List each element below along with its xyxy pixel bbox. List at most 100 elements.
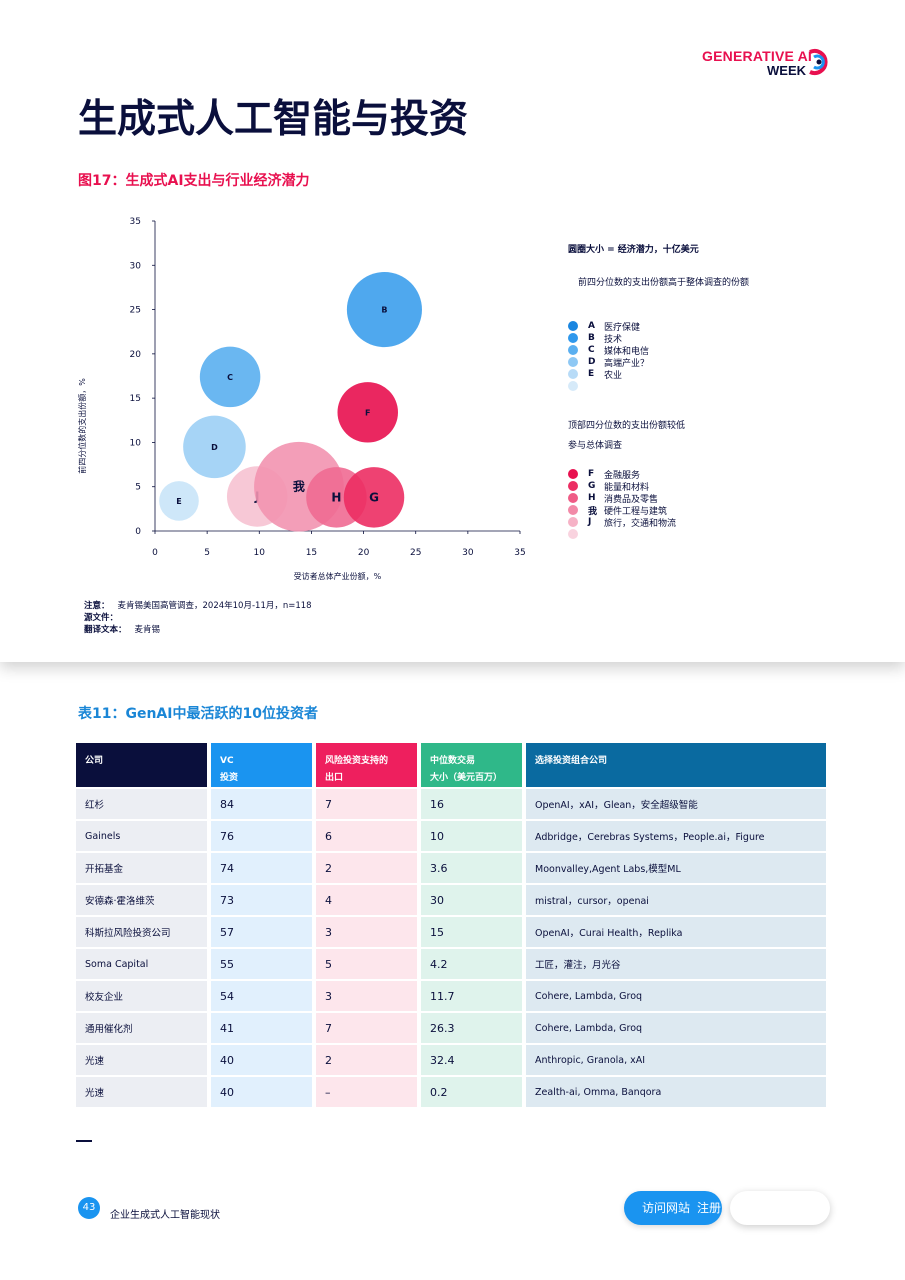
legend-key: 我 (588, 506, 598, 517)
register-button[interactable]: 注册 (697, 1201, 722, 1215)
x-tick-label: 30 (462, 548, 474, 558)
bubble-G (343, 467, 405, 528)
legend-item: G 能量和材料 (568, 480, 808, 493)
legend-label: 能量和材料 (604, 482, 650, 493)
legend-item: E 农业 (568, 368, 808, 381)
legend-item (568, 380, 808, 392)
y-tick-label: 20 (130, 350, 142, 360)
cell-vc-exits: 2 (316, 1045, 417, 1075)
legend-item: B 技术 (568, 332, 808, 345)
x-tick-label: 15 (306, 548, 317, 558)
legend-item: F 金融服务 (568, 468, 808, 481)
legend-item: D 高端产业？ (568, 356, 808, 369)
bubble-chart: 0 5 10 15 20 25 30 35 0 5 10 15 20 25 30 35 受访者总体产业份额，% 前… (77, 217, 526, 581)
table-title: 表11：GenAI中最活跃的10位投资者 (78, 706, 318, 722)
bubble-D (183, 415, 246, 479)
table-row: Soma Capital 55 5 4.2 工匠，灌注，月光谷 (76, 949, 826, 979)
cell-company: 光速 (76, 1077, 207, 1107)
legend-label: 旅行，交通和物流 (604, 518, 677, 529)
cell-company: 开拓基金 (76, 853, 207, 883)
figure-title: 图17：生成式AI支出与行业经济潜力 (78, 173, 310, 189)
cell-vc-investments: 84 (211, 789, 312, 819)
legend-label: 硬件工程与建筑 (604, 506, 668, 517)
legend-item: 我硬件工程与建筑 (568, 504, 808, 517)
bubble-label: H (331, 490, 341, 504)
note-row: 源文件： (84, 612, 312, 624)
cell-portfolio: OpenAI，Curai Health，Replika (526, 917, 826, 947)
cell-vc-investments: 74 (211, 853, 312, 883)
cell-company: 科斯拉风险投资公司 (76, 917, 207, 947)
cell-company: 光速 (76, 1045, 207, 1075)
report-name: 企业生成式人工智能现状 (110, 1210, 220, 1221)
legend-label: 媒体和电信 (604, 346, 650, 357)
cell-vc-exits: 3 (316, 917, 417, 947)
cell-vc-exits: 7 (316, 1013, 417, 1043)
x-tick-label: 25 (410, 548, 421, 558)
bubble-label: F (365, 408, 370, 417)
cell-median-deal: 4.2 (421, 949, 522, 979)
bubble-label: 我 (293, 479, 305, 494)
header-line: 选择投资组合公司 (535, 756, 608, 766)
table-row: 红杉 84 7 16 OpenAI，xAI，Glean，安全超级智能 (76, 789, 826, 819)
visit-website-button[interactable]: 访问网站 (624, 1191, 722, 1225)
y-tick-label: 10 (130, 438, 142, 448)
header-company: 公司 (76, 743, 207, 787)
page-title: 生成式人工智能与投资 (78, 97, 469, 142)
note-label: 翻译文本： (84, 625, 127, 635)
table-row: Gainels 76 6 10 Adbridge，Cerebras Systems，Pe… (76, 821, 826, 851)
cell-median-deal: 3.6 (421, 853, 522, 883)
x-tick-label: 5 (204, 548, 210, 558)
cell-portfolio: Cohere, Lambda, Groq (526, 981, 826, 1011)
table-row: 安德森·霍洛维茨 73 4 30 mistral，cursor，openai (76, 885, 826, 915)
generative-ai-week-logo: GENERATIVE AI WEEK (702, 46, 834, 80)
bubble-label: B (381, 306, 387, 315)
legend-dot-icon (568, 369, 578, 379)
legend-key: C (588, 345, 595, 355)
legend-label: 农业 (604, 370, 623, 381)
table-row: 校友企业 54 3 11.7 Cohere, Lambda, Groq (76, 981, 826, 1011)
legend-key: A (588, 321, 595, 331)
x-tick-label: 35 (514, 548, 525, 558)
chart-legend: 圆圈大小 = 经济潜力，十亿美元 前四分位数的支出份额高于整体调查的份额 A 医疗… (568, 242, 808, 540)
legend-item (568, 528, 808, 540)
y-tick-label: 30 (130, 261, 142, 271)
x-tick-label: 10 (254, 548, 266, 558)
legend-key: B (588, 333, 595, 343)
register-button-area[interactable] (730, 1191, 830, 1225)
x-tick-label: 20 (358, 548, 370, 558)
cell-vc-investments: 57 (211, 917, 312, 947)
cell-vc-investments: 41 (211, 1013, 312, 1043)
bubble-C (199, 346, 261, 408)
cell-company: Soma Capital (76, 949, 207, 979)
header-line: 公司 (85, 756, 104, 766)
table-row: 科斯拉风险投资公司 57 3 15 OpenAI，Curai Health，Replik… (76, 917, 826, 947)
cell-portfolio: Moonvalley,Agent Labs,模型ML (526, 853, 826, 883)
legend-group1: A 医疗保健 B 技术 C 媒体和电信 D 高端产业？ E 农业 (568, 320, 808, 392)
cell-vc-investments: 40 (211, 1077, 312, 1107)
cell-vc-exits: 4 (316, 885, 417, 915)
legend-dot-icon (568, 321, 578, 331)
cell-portfolio: mistral，cursor，openai (526, 885, 826, 915)
legend-dot-icon (568, 333, 578, 343)
cell-vc-exits: 2 (316, 853, 417, 883)
cell-vc-investments: 73 (211, 885, 312, 915)
logo-mark-icon (809, 49, 828, 75)
cell-median-deal: 26.3 (421, 1013, 522, 1043)
table-body: 红杉 84 7 16 OpenAI，xAI，Glean，安全超级智能 Gainels 76 6… (76, 789, 826, 1107)
cell-vc-investments: 55 (211, 949, 312, 979)
header-line: 出口 (325, 773, 344, 783)
legend-header: 圆圈大小 = 经济潜力，十亿美元 (568, 245, 699, 255)
legend-label: 技术 (604, 334, 623, 345)
cell-company: 通用催化剂 (76, 1013, 207, 1043)
y-tick-label: 25 (130, 306, 141, 316)
legend-key: E (588, 369, 595, 379)
x-tick-label: 0 (152, 548, 158, 558)
cell-portfolio: Anthropic, Granola, xAI (526, 1045, 826, 1075)
cell-company: 安德森·霍洛维茨 (76, 885, 207, 915)
note-row: 注意： 麦肯锡美国高管调查，2024年10月-11月，n=118 (84, 600, 312, 612)
cell-portfolio: Cohere, Lambda, Groq (526, 1013, 826, 1043)
legend-dot-icon (568, 493, 578, 503)
legend-item: J 旅行，交通和物流 (568, 516, 808, 529)
y-tick-label: 35 (130, 217, 141, 227)
